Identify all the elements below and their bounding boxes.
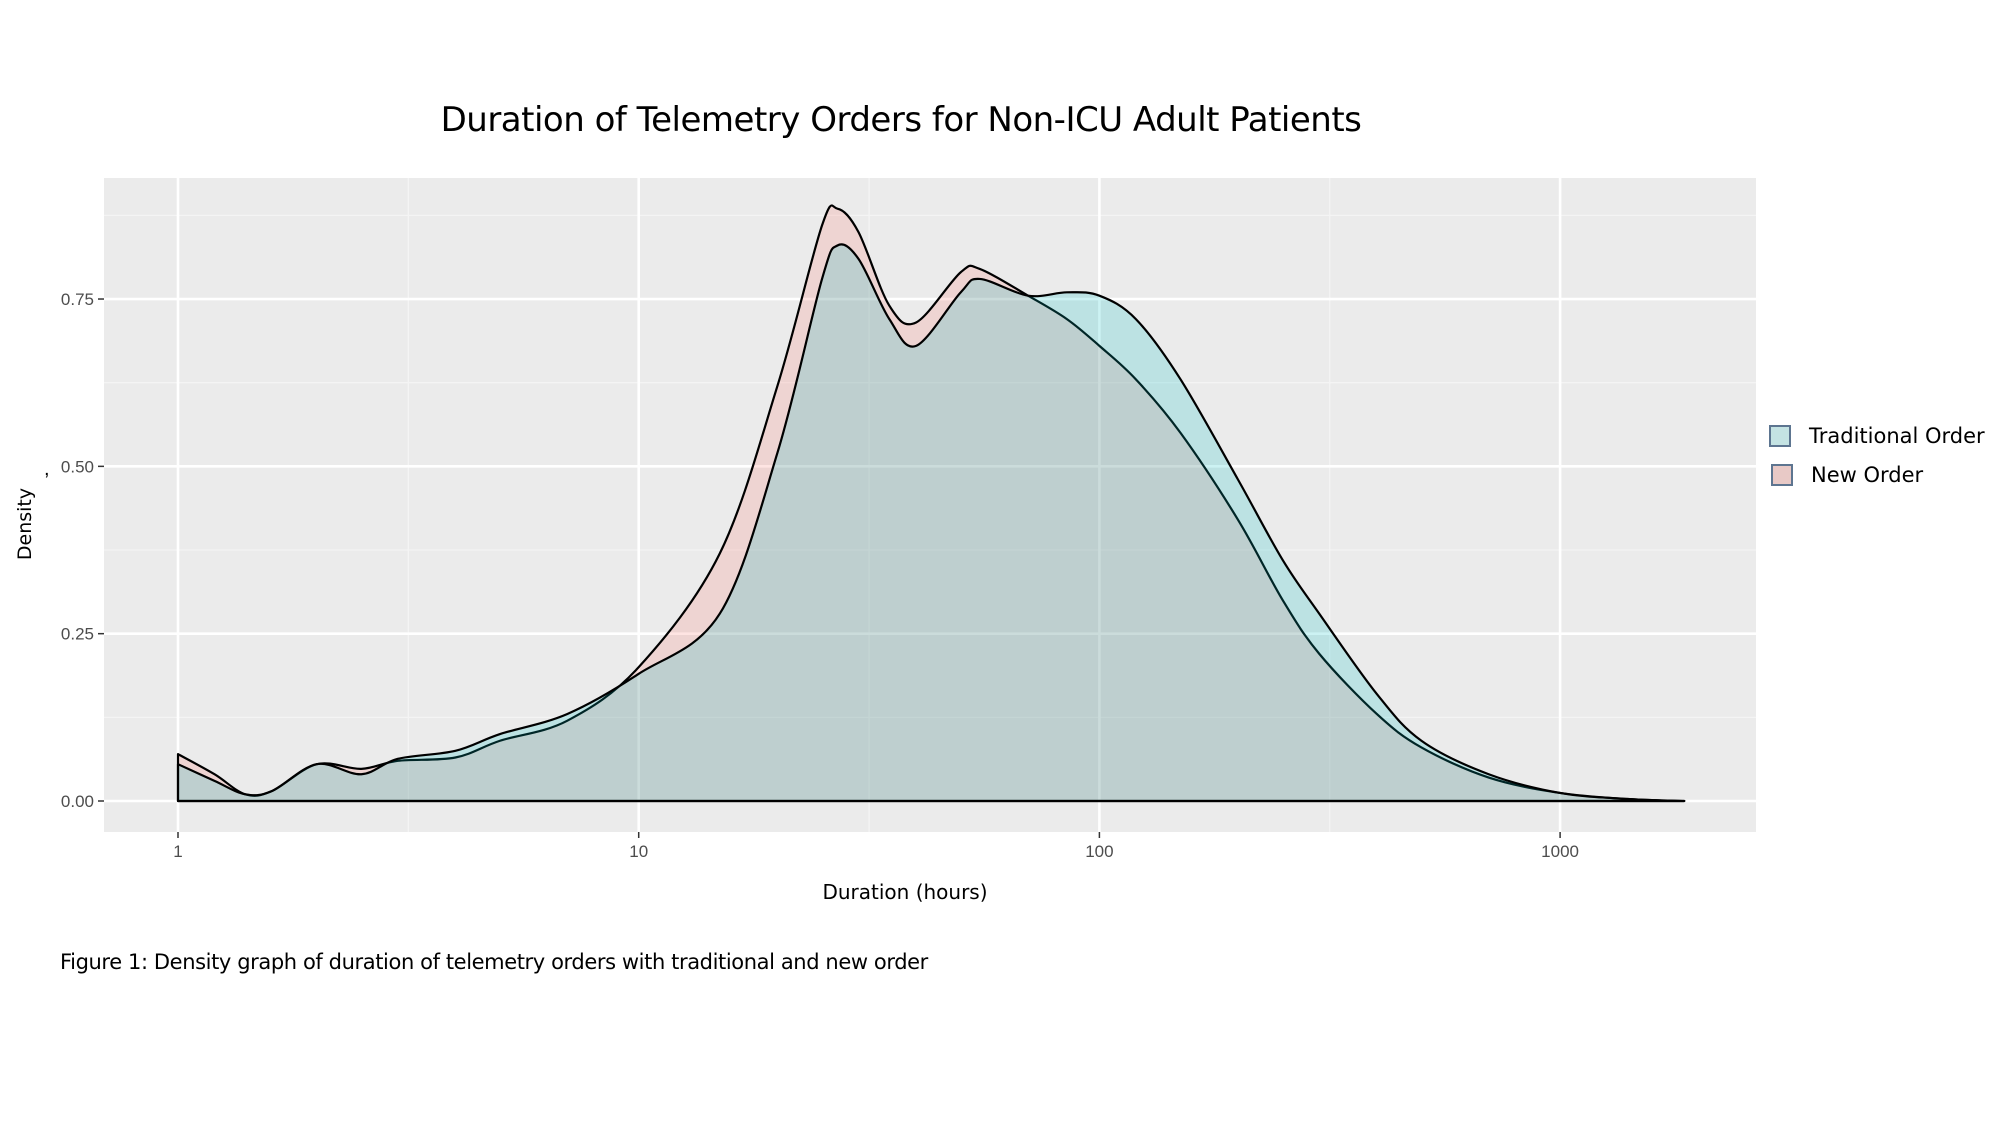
plot-panel (104, 178, 1756, 832)
y-tick-label: 0.25 (61, 625, 94, 644)
legend-label-new: New Order (1811, 463, 1924, 487)
y-tick-label: 0.00 (61, 792, 94, 811)
y-tick-label: 0.75 (61, 290, 94, 309)
x-tick-label: 1000 (1541, 842, 1579, 861)
density-area-new (176, 204, 1686, 803)
stray-mark: , (44, 458, 50, 480)
legend-item-new: New Order (1771, 463, 1923, 487)
figure-caption: Figure 1: Density graph of duration of t… (60, 950, 928, 974)
chart-title: Duration of Telemetry Orders for Non-ICU… (440, 100, 1362, 140)
legend-item-traditional: Traditional Order (1769, 424, 1985, 448)
x-tick-label: 100 (1085, 842, 1113, 861)
legend-label-traditional: Traditional Order (1809, 424, 1985, 448)
y-tick-label: 0.50 (61, 457, 94, 476)
legend-swatch-new (1771, 464, 1793, 486)
x-axis-title: Duration (hours) (822, 880, 988, 904)
y-axis-title: Density (14, 487, 36, 561)
density-area-traditional (176, 243, 1686, 803)
x-tick-label: 1 (173, 842, 182, 861)
x-tick-label: 10 (629, 842, 648, 861)
legend-swatch-traditional (1769, 425, 1791, 447)
